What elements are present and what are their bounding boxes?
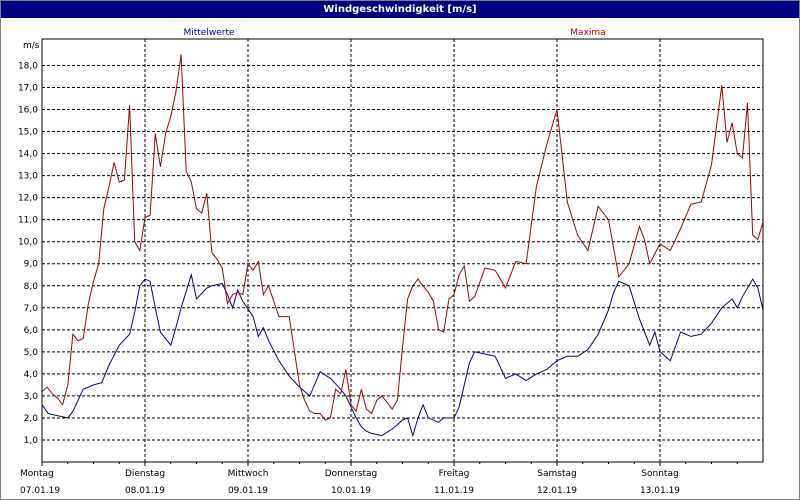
series-line-mittelwerte: [41, 272, 764, 438]
legend-mittelwerte: Mittelwerte: [183, 28, 234, 38]
x-tick-day-label: Mittwoch: [228, 469, 269, 479]
x-tick-labels: Montag 07.01.19 Dienstag 08.01.19 Mittwoch 09…: [20, 469, 680, 496]
y-tick-label: 12,0: [18, 194, 38, 204]
y-tick-label: 5,0: [24, 348, 39, 358]
y-tick-label: 17,0: [18, 83, 38, 93]
legend-maxima: Maxima: [570, 28, 605, 38]
x-tick-date-label: 11.01.19: [434, 486, 474, 496]
y-tick-label: 7,0: [24, 304, 39, 314]
x-tick-date-label: 12.01.19: [537, 486, 577, 496]
y-tick-label: 6,0: [24, 326, 39, 336]
y-tick-label: 2,0: [24, 414, 39, 424]
y-tick-label: 13,0: [18, 172, 38, 182]
y-tick-label: 9,0: [24, 260, 39, 270]
x-tick-date-label: 08.01.19: [125, 486, 165, 496]
series-line-maxima: [41, 54, 764, 421]
x-tick-date-label: 07.01.19: [20, 486, 60, 496]
y-tick-labels: 1,0 2,0 3,0 4,0 5,0 6,0 7,0 8,0 9,0 10,0 11,0 12,0 1…: [18, 61, 38, 446]
x-tick-date-label: 10.01.19: [331, 486, 371, 496]
plot-frame: [41, 38, 764, 463]
grid-layer: [41, 39, 763, 466]
x-tick-date-label: 09.01.19: [228, 486, 268, 496]
y-tick-label: 18,0: [18, 61, 38, 71]
x-tick-day-label: Montag: [20, 469, 54, 479]
x-tick-day-label: Dienstag: [125, 469, 165, 479]
x-tick-date-label: 13.01.19: [640, 486, 680, 496]
x-tick-day-label: Samstag: [537, 469, 576, 479]
window-title: Windgeschwindigkeit [m/s]: [1, 1, 799, 18]
chart-svg: m/s Mittelwerte Maxima 1,0 2,0 3,0 4,0 5,0 6,…: [18, 28, 764, 496]
y-tick-label: 3,0: [24, 392, 39, 402]
y-tick-label: 10,0: [18, 238, 38, 248]
x-tick-day-label: Freitag: [439, 469, 470, 479]
y-tick-label: 15,0: [18, 128, 38, 138]
y-tick-label: 11,0: [18, 216, 38, 226]
y-tick-label: 8,0: [24, 282, 39, 292]
y-tick-label: 1,0: [24, 436, 39, 446]
series-layer: [41, 54, 764, 438]
y-tick-label: 4,0: [24, 370, 39, 380]
x-tick-day-label: Donnerstag: [325, 469, 378, 479]
y-tick-label: 16,0: [18, 106, 38, 116]
y-axis-unit-label: m/s: [23, 41, 40, 51]
x-tick-day-label: Sonntag: [641, 469, 678, 479]
y-tick-label: 14,0: [18, 150, 38, 160]
